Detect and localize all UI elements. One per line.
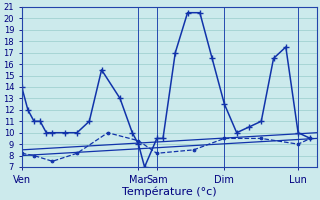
X-axis label: Température (°c): Température (°c) [122, 186, 216, 197]
